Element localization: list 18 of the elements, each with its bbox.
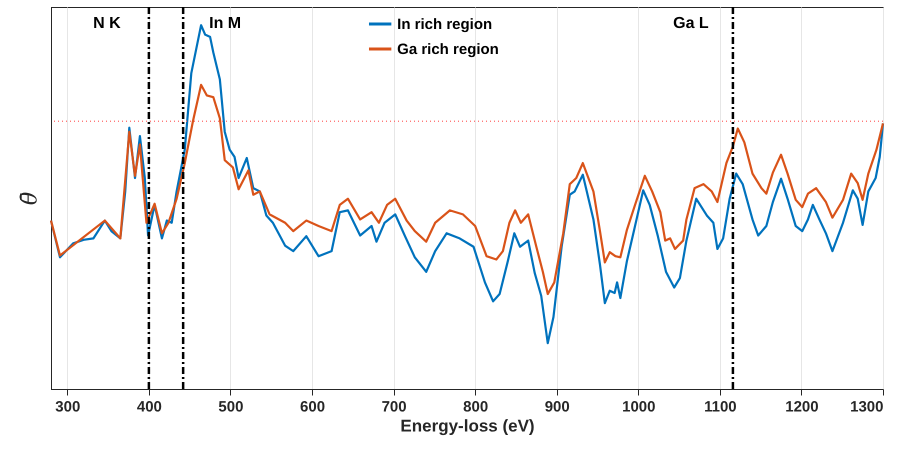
ref-line-label: N K <box>93 15 122 32</box>
x-tick-label: 300 <box>55 398 80 416</box>
x-tick-label: 500 <box>218 398 244 416</box>
x-tick-label: 400 <box>136 398 162 416</box>
x-tick-label: 1000 <box>622 398 656 416</box>
x-tick-label: 700 <box>382 398 407 416</box>
x-tick-label: 1100 <box>704 398 737 416</box>
legend-label: Ga rich region <box>397 41 499 58</box>
ref-line-label: Ga L <box>673 15 709 32</box>
y-axis-title: θ̄ <box>18 192 42 206</box>
legend-label: In rich region <box>397 16 492 33</box>
x-tick-label: 1200 <box>785 398 819 416</box>
x-axis-title: Energy-loss (eV) <box>400 416 535 436</box>
x-tick-label: 900 <box>544 398 570 416</box>
x-tick-label: 600 <box>300 398 326 416</box>
x-tick-label: 1300 <box>850 398 884 416</box>
ref-line-label: In M <box>209 15 242 32</box>
x-tick-label: 800 <box>463 398 488 416</box>
